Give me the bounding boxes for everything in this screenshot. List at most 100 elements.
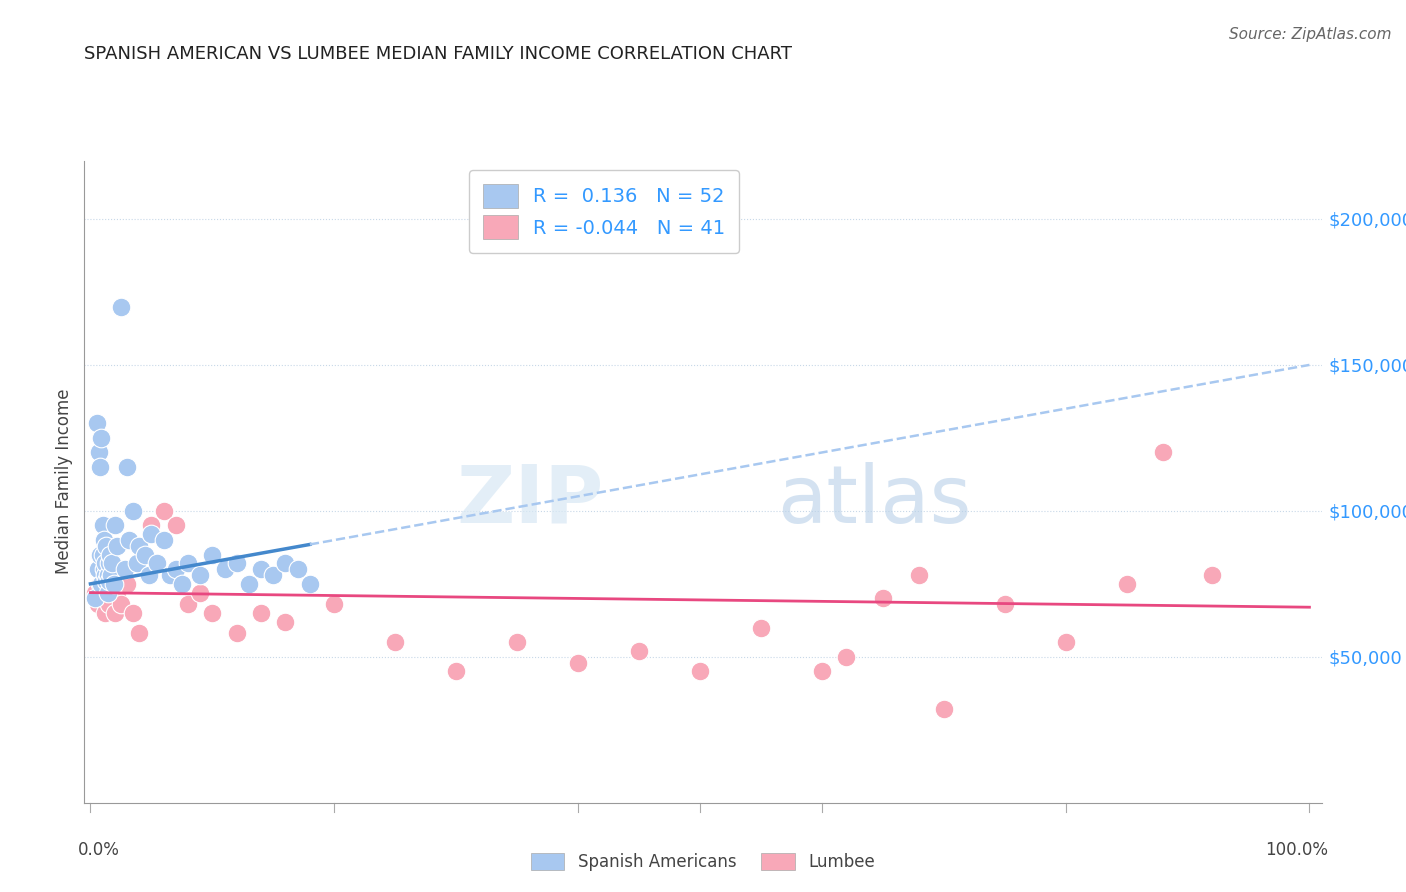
Point <box>90 431 112 445</box>
Text: Source: ZipAtlas.com: Source: ZipAtlas.com <box>1229 27 1392 42</box>
Point <box>1201 568 1223 582</box>
Point <box>90 577 112 591</box>
Point <box>165 518 187 533</box>
Point <box>110 597 132 611</box>
Point <box>274 557 297 571</box>
Point <box>141 527 163 541</box>
Point <box>170 577 193 591</box>
Point <box>96 585 118 599</box>
Point <box>138 568 160 582</box>
Point <box>506 635 529 649</box>
Point <box>94 557 117 571</box>
Point <box>134 548 156 562</box>
Point <box>91 518 114 533</box>
Point <box>749 621 772 635</box>
Point <box>93 533 115 547</box>
Point <box>103 577 125 591</box>
Point <box>932 702 955 716</box>
Point <box>444 665 467 679</box>
Point <box>287 562 309 576</box>
Point <box>125 557 148 571</box>
Point <box>87 562 110 576</box>
Point <box>122 606 145 620</box>
Point <box>835 649 858 664</box>
Point <box>152 504 174 518</box>
Point <box>110 300 132 314</box>
Point <box>96 568 118 582</box>
Point <box>89 577 111 591</box>
Point <box>91 562 114 576</box>
Point <box>159 568 181 582</box>
Point <box>100 568 122 582</box>
Point <box>94 606 117 620</box>
Point <box>250 562 273 576</box>
Point <box>84 591 107 606</box>
Text: 0.0%: 0.0% <box>79 841 120 859</box>
Point <box>96 574 118 588</box>
Point <box>188 585 211 599</box>
Point <box>105 585 128 599</box>
Point <box>128 626 150 640</box>
Point <box>811 665 834 679</box>
Point <box>177 597 200 611</box>
Point <box>93 562 115 576</box>
Point <box>128 539 150 553</box>
Point <box>96 585 118 599</box>
Point <box>97 597 120 611</box>
Point <box>152 533 174 547</box>
Point <box>323 597 346 611</box>
Point <box>146 557 169 571</box>
Point <box>214 562 236 576</box>
Text: atlas: atlas <box>778 462 972 540</box>
Point <box>105 539 128 553</box>
Point <box>994 597 1017 611</box>
Point <box>225 557 247 571</box>
Y-axis label: Median Family Income: Median Family Income <box>55 389 73 574</box>
Point <box>89 548 111 562</box>
Point <box>238 577 260 591</box>
Point <box>98 548 121 562</box>
Point <box>96 539 118 553</box>
Point <box>201 548 224 562</box>
Point <box>274 615 297 629</box>
Point <box>91 548 114 562</box>
Point <box>115 577 138 591</box>
Point <box>101 568 124 582</box>
Text: ZIP: ZIP <box>457 462 605 540</box>
Point <box>94 568 117 582</box>
Text: 100.0%: 100.0% <box>1265 841 1327 859</box>
Point <box>1152 445 1174 459</box>
Point <box>115 460 138 475</box>
Point <box>84 585 107 599</box>
Point <box>118 533 141 547</box>
Point <box>101 557 124 571</box>
Point <box>298 577 321 591</box>
Text: SPANISH AMERICAN VS LUMBEE MEDIAN FAMILY INCOME CORRELATION CHART: SPANISH AMERICAN VS LUMBEE MEDIAN FAMILY… <box>84 45 793 62</box>
Point <box>86 417 108 431</box>
Point <box>104 606 127 620</box>
Point <box>872 591 894 606</box>
Point <box>384 635 406 649</box>
Point <box>262 568 284 582</box>
Legend: Spanish Americans, Lumbee: Spanish Americans, Lumbee <box>524 847 882 878</box>
Point <box>567 656 589 670</box>
Point <box>1054 635 1077 649</box>
Point <box>201 606 224 620</box>
Point <box>188 568 211 582</box>
Point <box>122 504 145 518</box>
Point <box>87 597 110 611</box>
Point <box>97 557 120 571</box>
Point <box>97 574 120 588</box>
Point <box>689 665 711 679</box>
Point <box>1115 577 1137 591</box>
Point <box>104 518 127 533</box>
Point <box>87 445 110 459</box>
Point <box>250 606 273 620</box>
Point <box>165 562 187 576</box>
Point <box>627 644 650 658</box>
Point <box>225 626 247 640</box>
Point <box>141 518 163 533</box>
Point <box>908 568 931 582</box>
Point <box>89 460 111 475</box>
Point <box>114 562 136 576</box>
